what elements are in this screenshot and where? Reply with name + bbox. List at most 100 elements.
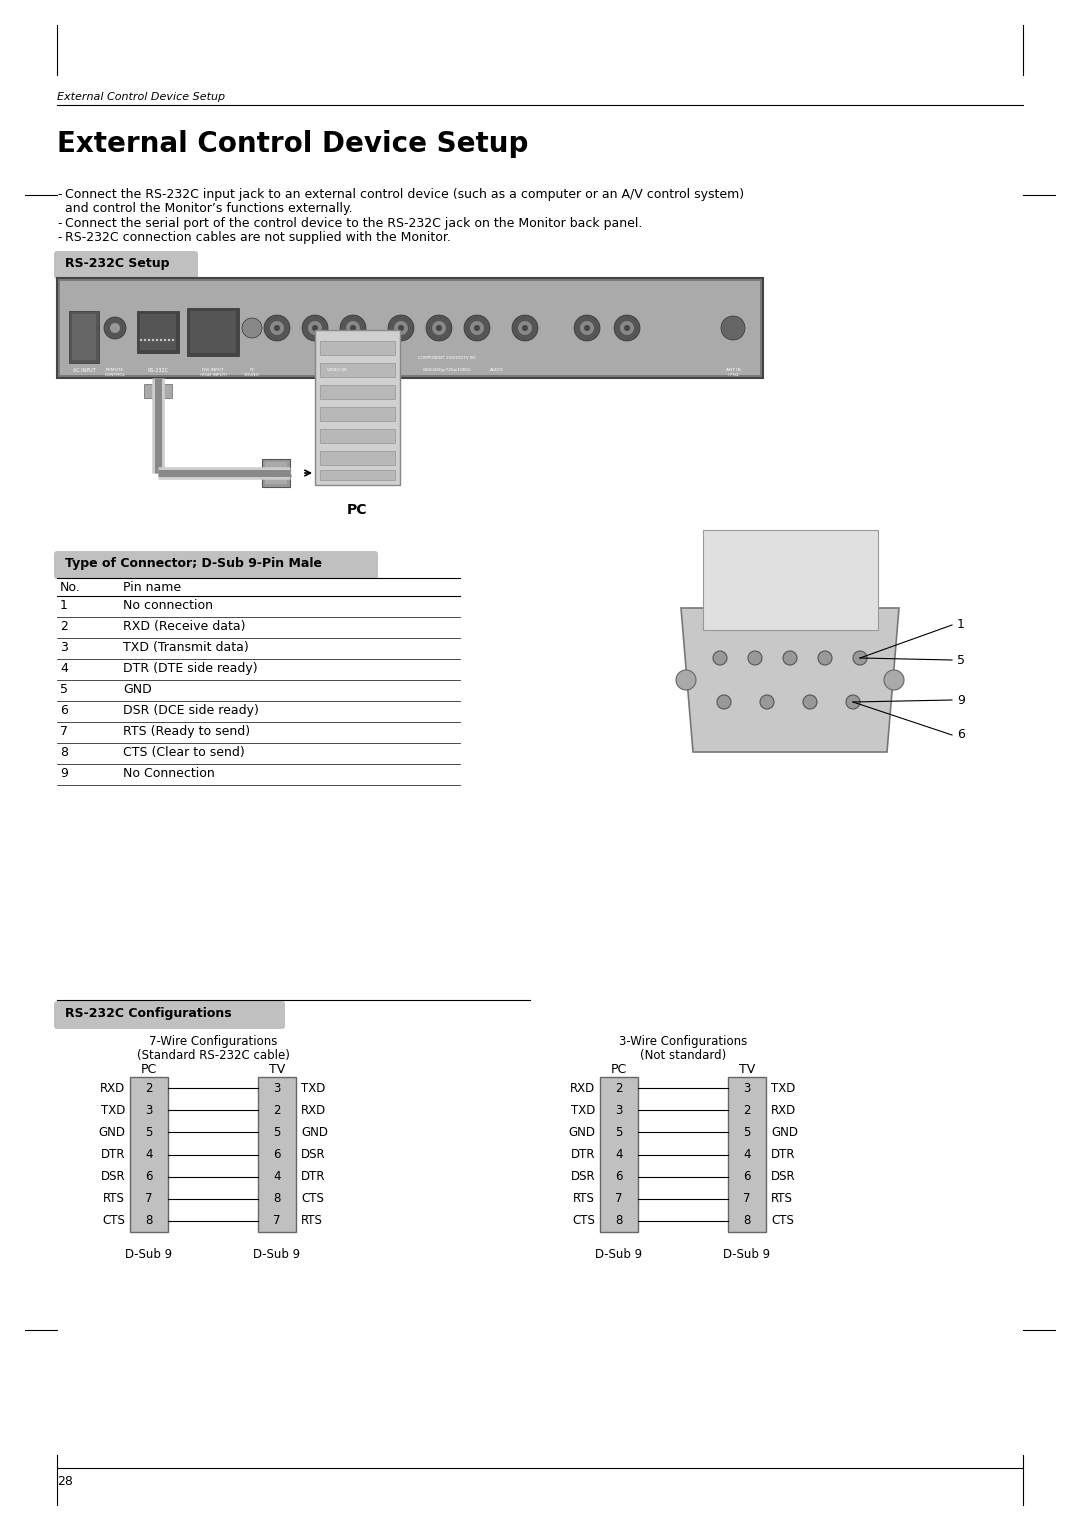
Text: 3: 3 (146, 1104, 152, 1116)
Text: 6: 6 (60, 705, 68, 717)
Bar (320, 470, 395, 480)
Circle shape (399, 325, 404, 331)
Text: 7: 7 (145, 1193, 152, 1205)
Text: TXD: TXD (100, 1104, 125, 1116)
Text: No Connection: No Connection (123, 767, 215, 779)
Circle shape (340, 316, 366, 342)
Bar (60, 281, 760, 375)
Text: DTR: DTR (771, 1148, 796, 1161)
Text: RTS: RTS (573, 1193, 595, 1205)
Bar (265, 462, 287, 483)
Text: 3: 3 (60, 640, 68, 654)
Text: 4: 4 (145, 1148, 152, 1161)
Text: 8: 8 (273, 1193, 281, 1205)
Circle shape (152, 339, 154, 342)
Circle shape (160, 339, 162, 342)
Text: 2: 2 (273, 1104, 281, 1116)
Circle shape (312, 325, 318, 331)
Bar (69, 311, 99, 363)
Circle shape (624, 325, 630, 331)
Text: 3: 3 (273, 1081, 281, 1095)
Circle shape (676, 669, 696, 689)
FancyBboxPatch shape (54, 551, 378, 580)
Text: 4: 4 (616, 1148, 623, 1161)
Text: 6: 6 (145, 1170, 152, 1183)
Text: 6: 6 (273, 1148, 281, 1161)
Text: 7: 7 (60, 724, 68, 738)
Bar (144, 384, 172, 398)
Text: 5: 5 (60, 683, 68, 695)
Circle shape (388, 316, 414, 342)
Circle shape (620, 320, 634, 336)
Text: RTS: RTS (301, 1214, 323, 1228)
Text: 7: 7 (273, 1214, 281, 1228)
Text: DVI INPUT
(RGB INPUT): DVI INPUT (RGB INPUT) (200, 368, 227, 377)
Text: 28: 28 (57, 1475, 72, 1488)
Text: GND: GND (98, 1125, 125, 1139)
Text: 7: 7 (616, 1193, 623, 1205)
Text: RXD: RXD (570, 1081, 595, 1095)
Text: DSR: DSR (570, 1170, 595, 1183)
Bar (190, 311, 237, 352)
Text: and control the Monitor’s functions externally.: and control the Monitor’s functions exte… (65, 201, 353, 215)
Bar (262, 459, 291, 486)
Text: D-Sub 9: D-Sub 9 (125, 1247, 173, 1261)
Bar (320, 451, 395, 465)
Text: TXD (Transmit data): TXD (Transmit data) (123, 640, 248, 654)
Circle shape (470, 320, 484, 336)
Text: 5: 5 (957, 654, 966, 666)
Bar (57, 278, 762, 378)
Text: 3: 3 (616, 1104, 623, 1116)
Bar (315, 329, 400, 485)
Circle shape (426, 316, 453, 342)
Circle shape (242, 319, 262, 339)
Circle shape (580, 320, 594, 336)
Text: RS-232C connection cables are not supplied with the Monitor.: RS-232C connection cables are not suppli… (65, 230, 450, 244)
Text: DSR: DSR (301, 1148, 326, 1161)
Text: AC INPUT: AC INPUT (72, 368, 95, 374)
Circle shape (264, 316, 291, 342)
Text: 4: 4 (743, 1148, 751, 1161)
Circle shape (110, 323, 120, 332)
Text: 7: 7 (743, 1193, 751, 1205)
Circle shape (302, 316, 328, 342)
FancyBboxPatch shape (54, 252, 198, 279)
Circle shape (512, 316, 538, 342)
Text: 6: 6 (616, 1170, 623, 1183)
Bar (72, 314, 96, 360)
Text: 4: 4 (273, 1170, 281, 1183)
Text: CTS: CTS (103, 1214, 125, 1228)
Circle shape (518, 320, 532, 336)
Text: DTR: DTR (570, 1148, 595, 1161)
Circle shape (272, 473, 278, 479)
Bar (600, 1077, 638, 1232)
Text: TXD: TXD (570, 1104, 595, 1116)
Circle shape (164, 339, 166, 342)
Text: 3: 3 (743, 1081, 751, 1095)
Text: Pin name: Pin name (123, 581, 181, 595)
Circle shape (804, 695, 816, 709)
Circle shape (584, 325, 590, 331)
Circle shape (148, 339, 150, 342)
Text: GND: GND (123, 683, 152, 695)
Text: 8: 8 (743, 1214, 751, 1228)
Text: RXD: RXD (301, 1104, 326, 1116)
Text: VIDEO IN: VIDEO IN (327, 368, 347, 372)
Circle shape (846, 695, 860, 709)
Text: DTR: DTR (100, 1148, 125, 1161)
Circle shape (350, 325, 356, 331)
Text: D-Sub 9: D-Sub 9 (595, 1247, 643, 1261)
Text: 8: 8 (616, 1214, 623, 1228)
Text: -: - (57, 217, 62, 230)
Text: RTS: RTS (103, 1193, 125, 1205)
Text: 4: 4 (60, 662, 68, 676)
Circle shape (432, 320, 446, 336)
Bar (130, 1077, 168, 1232)
Text: GND: GND (301, 1125, 328, 1139)
Bar (728, 1077, 766, 1232)
Circle shape (760, 695, 774, 709)
Text: DSR: DSR (100, 1170, 125, 1183)
Circle shape (286, 473, 292, 479)
Circle shape (615, 316, 640, 342)
Text: 1: 1 (957, 619, 964, 631)
